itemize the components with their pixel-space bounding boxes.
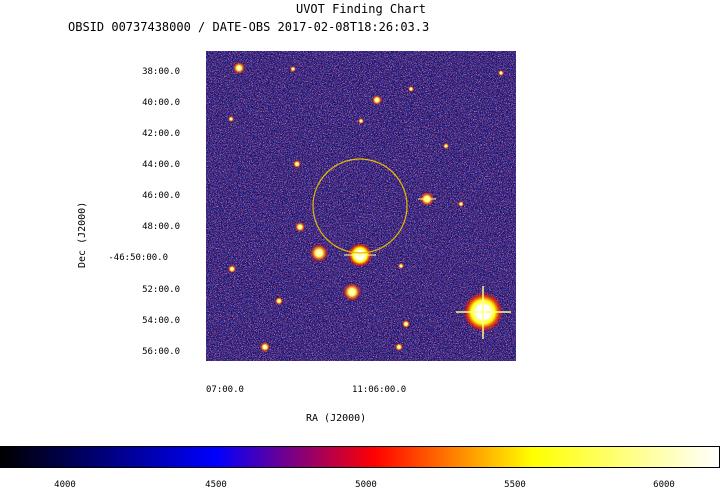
colorbar-tick-label: 6000 bbox=[653, 480, 675, 490]
dec-tick-label: 56:00.0 bbox=[142, 347, 180, 357]
ra-tick-label: 07:00.0 bbox=[206, 385, 244, 395]
colorbar-tick-label: 4500 bbox=[205, 480, 227, 490]
star-field bbox=[228, 62, 511, 352]
dec-tick-label: 44:00.0 bbox=[142, 160, 180, 170]
dec-tick-label: 52:00.0 bbox=[142, 285, 180, 295]
sky-image bbox=[206, 51, 516, 361]
dec-tick-label: -46:50:00.0 bbox=[108, 253, 168, 263]
colorbar-tick-label: 4000 bbox=[54, 480, 76, 490]
chart-subtitle: OBSID 00737438000 / DATE-OBS 2017-02-08T… bbox=[68, 20, 430, 34]
dec-tick-label: 38:00.0 bbox=[142, 67, 180, 77]
dec-tick-label: 48:00.0 bbox=[142, 222, 180, 232]
dec-tick-label: 54:00.0 bbox=[142, 316, 180, 326]
dec-tick-label: 42:00.0 bbox=[142, 129, 180, 139]
colorbar bbox=[0, 446, 720, 468]
dec-tick-label: 40:00.0 bbox=[142, 98, 180, 108]
ra-tick-label: 11:06:00.0 bbox=[352, 385, 407, 395]
colorbar-tick-label: 5500 bbox=[504, 480, 526, 490]
dec-tick-label: 46:00.0 bbox=[142, 191, 180, 201]
chart-title: UVOT Finding Chart bbox=[295, 2, 427, 16]
source-region-circle bbox=[312, 158, 408, 254]
x-axis-label: RA (J2000) bbox=[306, 413, 367, 424]
colorbar-tick-label: 5000 bbox=[355, 480, 377, 490]
y-axis-label: Dec (J2000) bbox=[77, 201, 88, 268]
